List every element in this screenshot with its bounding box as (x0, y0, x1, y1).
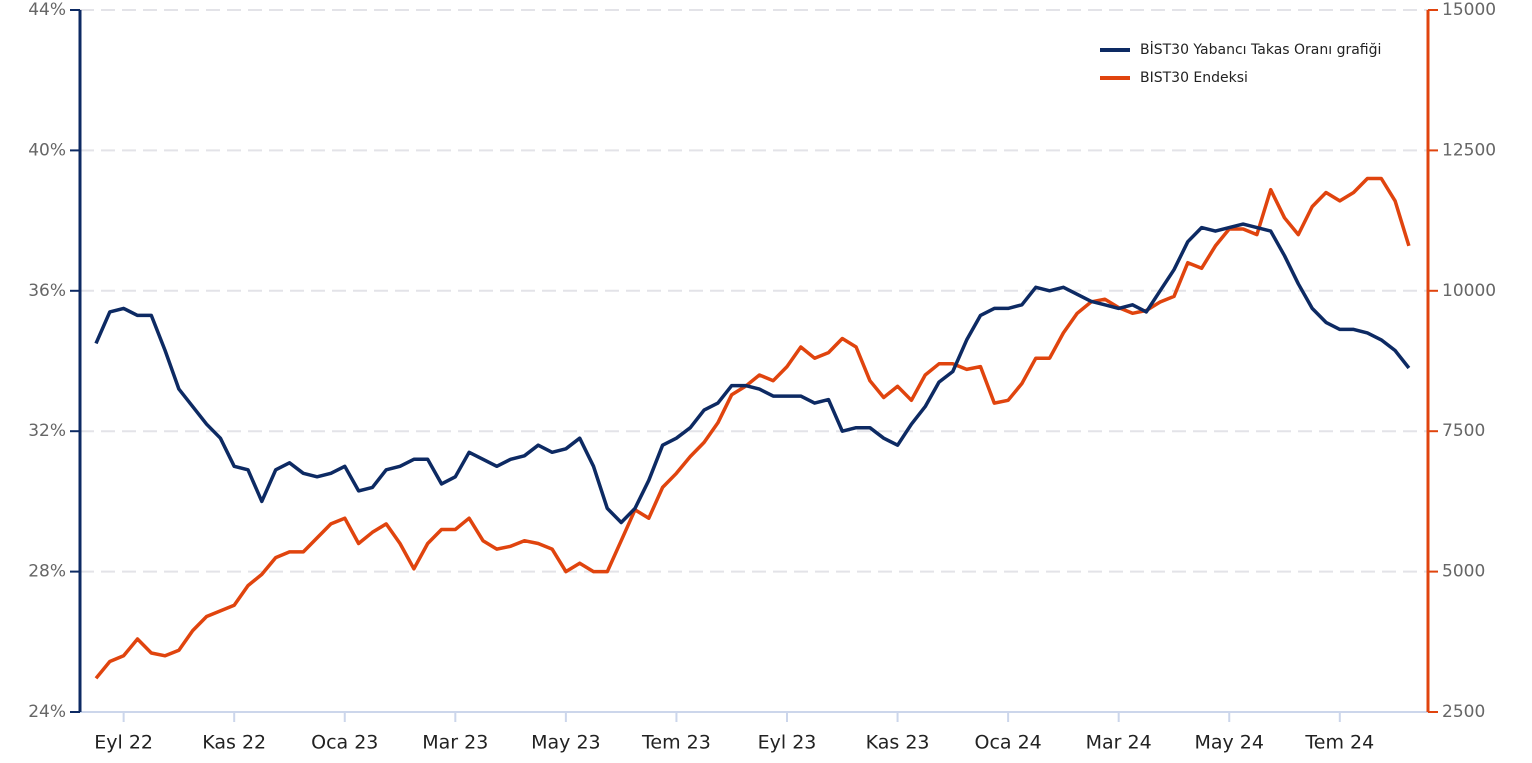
x-tick-label: Oca 24 (974, 732, 1041, 754)
x-tick-label: May 23 (531, 732, 601, 754)
x-tick-label: Tem 23 (641, 732, 711, 754)
y2-tick-label: 10000 (1442, 281, 1496, 301)
y2-tick-label: 15000 (1442, 0, 1496, 20)
y-tick-label: 36% (28, 281, 66, 301)
x-tick-label: Mar 23 (422, 732, 488, 754)
y2-tick-label: 2500 (1442, 702, 1485, 722)
x-tick-label: May 24 (1194, 732, 1264, 754)
x-tick-label: Eyl 23 (758, 732, 817, 754)
x-tick-label: Kas 23 (866, 732, 930, 754)
legend-label: BİST30 Yabancı Takas Oranı grafiği (1140, 40, 1381, 58)
x-tick-label: Kas 22 (202, 732, 266, 754)
x-tick-label: Oca 23 (311, 732, 378, 754)
y-tick-label: 32% (28, 421, 66, 441)
y-tick-label: 44% (28, 0, 66, 20)
series-line (94, 222, 1411, 525)
y2-tick-label: 7500 (1442, 421, 1485, 441)
x-tick-label: Eyl 22 (94, 732, 153, 754)
y-tick-label: 28% (28, 562, 66, 582)
y2-tick-label: 12500 (1442, 140, 1496, 160)
y-tick-label: 24% (28, 702, 66, 722)
x-tick-label: Tem 24 (1304, 732, 1374, 754)
x-tick-label: Mar 24 (1086, 732, 1152, 754)
y2-tick-label: 5000 (1442, 562, 1485, 582)
series-line (94, 176, 1411, 680)
legend-label: BIST30 Endeksi (1140, 70, 1248, 86)
y-tick-label: 40% (28, 140, 66, 160)
